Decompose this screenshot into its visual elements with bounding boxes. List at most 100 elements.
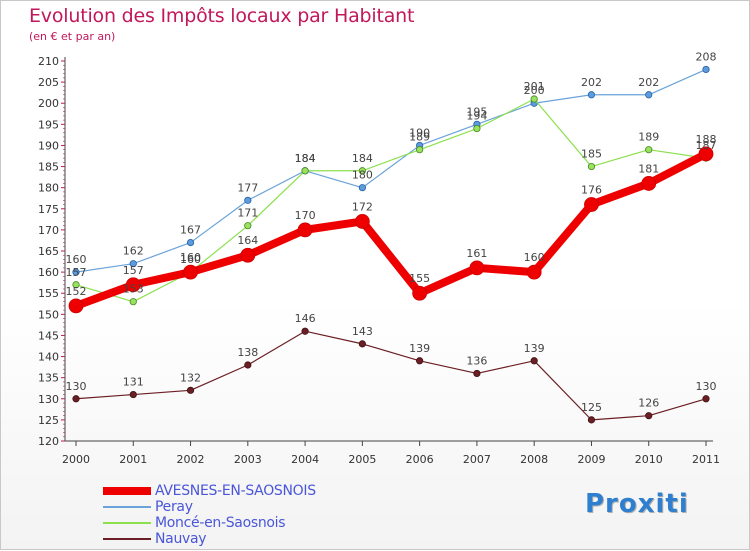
x-tick-label-2002: 2002 — [177, 453, 205, 466]
point-1-2002 — [186, 238, 195, 247]
y-tick-label-185: 185 — [38, 161, 59, 174]
point-0-2005 — [354, 214, 370, 229]
data-label-3-2011: 130 — [696, 380, 717, 393]
point-2-2001 — [129, 298, 137, 306]
point-3-2005 — [358, 340, 366, 348]
x-tick-label-2005: 2005 — [348, 453, 376, 466]
point-2-2003 — [244, 222, 252, 230]
chart-subtitle: (en € et par an) — [29, 30, 116, 43]
y-tick-label-180: 180 — [38, 182, 59, 195]
legend-label-0: AVESNES-EN-SAOSNOIS — [155, 483, 316, 499]
point-3-2010 — [645, 412, 653, 420]
point-3-2007 — [473, 369, 481, 378]
point-2-2004 — [301, 167, 309, 175]
point-0-2009 — [584, 197, 599, 212]
proxiti-logo: Proxiti — [585, 489, 689, 519]
data-label-0-2010: 181 — [638, 162, 659, 175]
data-label-1-2008: 200 — [524, 84, 545, 97]
y-tick-label-145: 145 — [38, 329, 59, 342]
data-label-2-2011: 187 — [696, 139, 717, 152]
point-3-2001 — [129, 390, 137, 399]
y-tick-label-125: 125 — [38, 414, 59, 427]
x-tick-label-2003: 2003 — [234, 453, 262, 466]
point-3-2003 — [244, 361, 252, 369]
point-2-2008 — [530, 95, 538, 103]
point-0-2010 — [641, 176, 657, 191]
y-tick-label-140: 140 — [38, 351, 59, 364]
data-label-0-2011: 188 — [696, 133, 717, 146]
data-label-2-2005: 184 — [352, 152, 373, 165]
data-label-2-2006: 189 — [409, 131, 430, 144]
data-label-3-2006: 139 — [409, 342, 430, 355]
data-label-1-2004: 184 — [295, 152, 316, 165]
point-0-2008 — [526, 264, 542, 280]
point-1-2011 — [702, 65, 710, 74]
data-label-0-2004: 170 — [295, 209, 316, 222]
x-tick-label-2006: 2006 — [406, 453, 434, 466]
point-2-2010 — [645, 146, 653, 154]
y-tick-label-195: 195 — [38, 118, 59, 131]
legend-swatch-3 — [103, 538, 151, 540]
y-tick-label-165: 165 — [38, 245, 59, 258]
y-tick-label-175: 175 — [38, 203, 59, 216]
point-2-2007 — [473, 124, 481, 133]
point-3-2009 — [587, 416, 596, 424]
data-label-0-2008: 160 — [524, 251, 545, 264]
point-0-2001 — [125, 277, 141, 293]
y-tick-label-160: 160 — [38, 266, 59, 279]
legend-swatch-2 — [103, 522, 151, 524]
x-tick-label-2007: 2007 — [463, 453, 491, 466]
point-2-2000 — [72, 281, 80, 289]
data-label-2-2009: 185 — [581, 148, 602, 161]
data-label-1-2001: 162 — [123, 245, 144, 258]
data-label-2-2003: 171 — [237, 207, 258, 220]
x-tick-label-2010: 2010 — [635, 453, 663, 466]
legend-label-2: Moncé-en-Saosnois — [155, 515, 286, 531]
data-label-2-2004: 184 — [295, 152, 316, 165]
x-tick-label-2004: 2004 — [291, 453, 319, 466]
data-label-0-2002: 160 — [180, 251, 201, 264]
y-tick-label-200: 200 — [38, 97, 59, 110]
data-label-0-2003: 164 — [237, 234, 258, 247]
data-label-1-2002: 167 — [180, 224, 201, 237]
point-2-2005 — [358, 167, 366, 175]
y-tick-label-190: 190 — [38, 139, 59, 152]
data-label-1-2009: 202 — [581, 76, 602, 89]
point-0-2000 — [68, 298, 84, 314]
data-label-1-2003: 177 — [237, 181, 258, 194]
point-0-2006 — [412, 285, 428, 301]
point-1-2009 — [587, 91, 596, 99]
data-label-2-2007: 194 — [466, 110, 487, 123]
data-label-1-2005: 180 — [352, 169, 373, 182]
data-label-2-2010: 189 — [638, 131, 659, 144]
y-tick-label-210: 210 — [38, 55, 59, 68]
point-1-2010 — [645, 91, 653, 99]
point-3-2002 — [186, 386, 195, 394]
y-tick-label-135: 135 — [38, 372, 59, 385]
data-label-0-2001: 157 — [123, 264, 144, 277]
data-label-2-2002: 160 — [180, 253, 201, 266]
data-label-0-2007: 161 — [466, 247, 487, 260]
data-label-3-2005: 143 — [352, 325, 373, 338]
point-0-2004 — [297, 222, 313, 238]
point-0-2007 — [469, 260, 485, 276]
data-label-3-2002: 132 — [180, 371, 201, 384]
x-tick-label-2000: 2000 — [62, 453, 90, 466]
point-2-2009 — [587, 162, 596, 171]
point-1-2005 — [358, 184, 366, 192]
y-tick-label-170: 170 — [38, 224, 59, 237]
data-label-0-2000: 152 — [66, 285, 87, 298]
point-3-2004 — [301, 327, 309, 335]
data-label-1-2011: 208 — [696, 50, 717, 63]
point-1-2003 — [244, 196, 252, 204]
point-2-2006 — [416, 146, 424, 154]
y-tick-label-130: 130 — [38, 393, 59, 406]
data-label-3-2009: 125 — [581, 401, 602, 414]
legend-swatch-1 — [103, 506, 151, 508]
data-label-1-2007: 195 — [466, 105, 487, 118]
legend-label-3: Nauvay — [155, 531, 207, 547]
legend-swatch-0 — [103, 487, 151, 495]
point-3-2011 — [702, 395, 710, 403]
point-3-2008 — [530, 357, 538, 365]
